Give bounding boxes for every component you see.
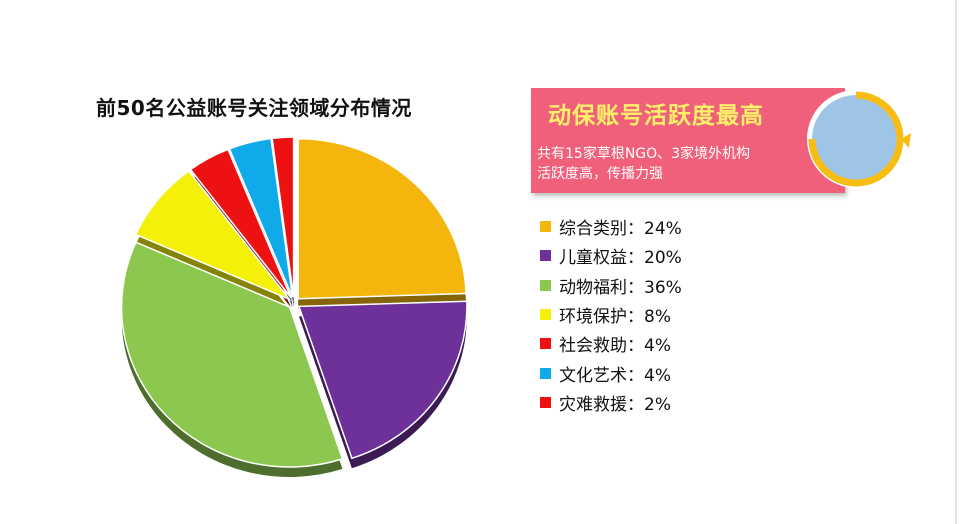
ring-inner-fill [812,95,900,183]
legend-swatch [540,396,551,408]
pie-slice-2 [297,300,468,460]
legend-label: 社会救助：4% [559,336,671,357]
legend-item: 综合类别：24% [540,212,682,241]
pie-slice-1 [297,137,467,300]
ring-arrowhead [901,133,911,148]
legend-swatch [540,309,551,321]
ring-arc [808,91,904,187]
circular-arrow-icon [807,90,911,188]
pie-slice-4 [134,170,292,302]
legend-label: 儿童权益：20% [559,248,682,269]
callout-title: 动保账号活跃度最高 [548,103,764,129]
pie-slice-6 [228,137,294,298]
legend-swatch [540,250,551,262]
callout-box [531,88,845,193]
legend-swatch [540,367,551,379]
pie-slice-3 [120,241,344,468]
pie-chart [120,136,468,478]
right-edge-line [955,0,957,524]
pie-slice-5 [189,148,292,299]
legend-label: 综合类别：24% [559,219,682,240]
legend-label: 环境保护：8% [559,307,671,328]
pie-slice-7 [271,136,295,298]
legend-item: 文化艺术：4% [540,358,682,387]
callout-text-line-2: 活跃度高，传播力强 [537,166,663,182]
chart-title: 前50名公益账号关注领域分布情况 [96,96,412,120]
legend-item: 动物福利：36% [540,271,682,300]
legend-item: 社会救助：4% [540,329,682,358]
legend-swatch [540,279,551,291]
legend: 综合类别：24% 儿童权益：20% 动物福利：36% 环境保护：8% 社会救助：4% 文化… [540,212,682,417]
legend-item: 环境保护：8% [540,300,682,329]
callout-text-line-1: 共有15家草根NGO、3家境外机构 [537,146,751,162]
legend-item: 儿童权益：20% [540,241,682,270]
legend-label: 文化艺术：4% [559,365,671,386]
legend-swatch [540,338,551,350]
legend-item: 灾难救援：2% [540,388,682,417]
legend-label: 灾难救援：2% [559,394,671,415]
legend-label: 动物福利：36% [559,277,682,298]
legend-swatch [540,221,551,233]
